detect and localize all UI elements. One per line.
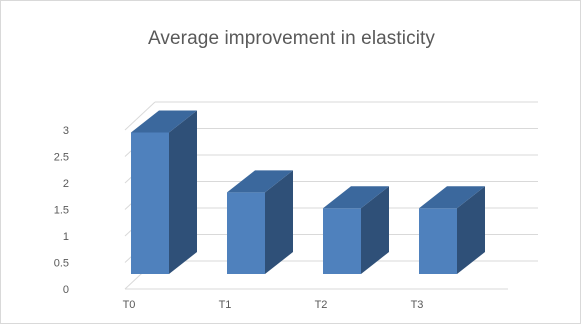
bar-front-face: [419, 208, 457, 274]
bar-side-face: [169, 110, 197, 275]
bar: [131, 110, 197, 275]
y-tick-label: 3: [63, 125, 69, 137]
bar-side-face: [265, 170, 293, 274]
x-tick-label: T3: [411, 299, 424, 311]
bar-side-face: [361, 186, 389, 274]
x-tick-label: T0: [123, 299, 136, 311]
bar: [419, 186, 485, 274]
y-tick-label: 0: [63, 284, 69, 296]
bar: [323, 186, 389, 274]
chart-title: Average improvement in elasticity: [147, 28, 436, 49]
x-tick-label: T1: [219, 299, 232, 311]
bar-front-face: [227, 192, 265, 274]
y-tick-label: 2: [63, 178, 69, 190]
bar-top-face: [323, 186, 389, 209]
bar-top-face: [227, 170, 293, 193]
bar-top-face: [419, 186, 485, 209]
bar-side-face: [457, 186, 485, 274]
bar-top-face: [131, 110, 197, 133]
y-tick-label: 2.5: [54, 152, 69, 164]
bar: [227, 170, 293, 274]
y-tick-label: 1.5: [54, 205, 69, 217]
x-tick-label: T2: [315, 299, 328, 311]
y-tick-label: 0.5: [54, 258, 69, 270]
y-tick-label: 1: [63, 231, 69, 243]
gridline-side: [124, 101, 156, 131]
bar-front-face: [323, 208, 361, 274]
bar-front-face: [131, 132, 169, 274]
